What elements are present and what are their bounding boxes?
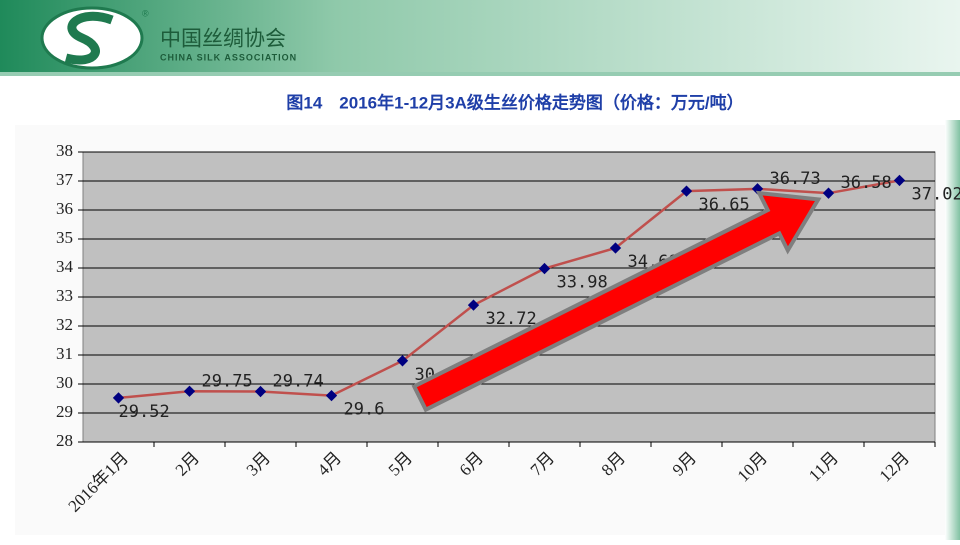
data-label: 36.65 [699, 195, 750, 215]
data-label: 29.6 [344, 400, 385, 420]
data-label: 32.72 [486, 309, 537, 329]
y-tick-label: 28 [56, 431, 73, 450]
y-tick-label: 29 [56, 402, 73, 421]
data-label: 37.02 [912, 184, 960, 204]
y-tick-label: 33 [56, 286, 73, 305]
data-label: 29.52 [119, 402, 170, 422]
y-tick-label: 37 [56, 170, 74, 189]
y-tick-label: 31 [56, 344, 73, 363]
y-tick-label: 34 [56, 257, 74, 276]
y-tick-label: 38 [56, 141, 73, 160]
chart-title: 图14 2016年1-12月3A级生丝价格走势图（价格：万元/吨） [286, 92, 743, 112]
data-label: 33.98 [557, 273, 608, 293]
y-tick-label: 30 [56, 373, 73, 392]
y-tick-label: 32 [56, 315, 73, 334]
org-name-en: CHINA SILK ASSOCIATION [160, 52, 297, 62]
data-label: 36.73 [770, 169, 821, 189]
y-tick-label: 36 [56, 199, 73, 218]
org-name: 中国丝绸协会 [160, 28, 286, 51]
data-label: 29.74 [273, 372, 324, 392]
y-tick-label: 35 [56, 228, 73, 247]
header-rule [0, 72, 960, 76]
svg-text:®: ® [142, 8, 149, 18]
data-label: 29.75 [202, 371, 253, 391]
data-label: 36.58 [841, 173, 892, 193]
side-band [945, 120, 960, 540]
